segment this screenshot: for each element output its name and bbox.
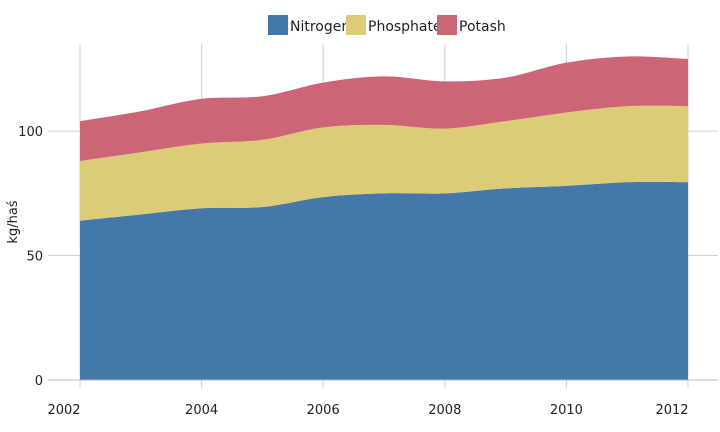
area-nitrogen [80, 181, 688, 380]
area-phosphate [80, 105, 688, 221]
legend: Nitrogen Phosphate Potash [268, 15, 506, 35]
y-axis-label: kg/haś [6, 200, 21, 243]
legend-label-nitrogen: Nitrogen [290, 19, 350, 35]
x-tick-label-2008: 2008 [428, 403, 461, 418]
area-potash [80, 56, 688, 161]
legend-label-phosphate: Phosphate [368, 19, 442, 35]
legend-swatch-potash [437, 15, 457, 35]
axes: 2002 2004 2006 2008 2010 2012 0 50 100 [18, 125, 718, 418]
x-tick-label-2002: 2002 [47, 403, 80, 418]
legend-swatch-nitrogen [268, 15, 288, 35]
x-tick-label-2004: 2004 [185, 403, 218, 418]
x-tick-label-2006: 2006 [307, 403, 340, 418]
legend-label-potash: Potash [459, 19, 506, 35]
y-tick-label-0: 0 [35, 374, 43, 389]
plot-areas [80, 56, 688, 380]
y-tick-label-50: 50 [26, 250, 43, 265]
legend-swatch-phosphate [346, 15, 366, 35]
x-tick-label-2012: 2012 [655, 403, 688, 418]
y-tick-label-100: 100 [18, 125, 43, 140]
x-tick-label-2010: 2010 [550, 403, 583, 418]
